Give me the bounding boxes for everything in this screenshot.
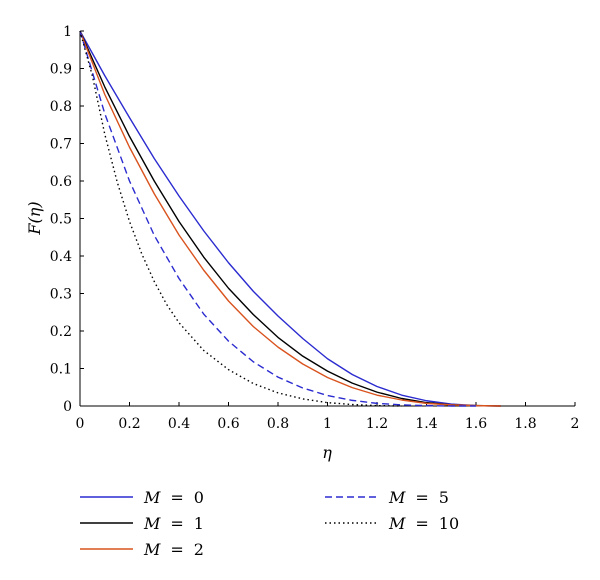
x-tick-label: 0 bbox=[76, 416, 85, 432]
plot-frame bbox=[79, 31, 575, 407]
legend-label-0: M = 0 bbox=[143, 488, 204, 507]
x-tick-label: 0.2 bbox=[118, 416, 140, 432]
x-tick-label: 1.2 bbox=[366, 416, 388, 432]
x-axis-ticks: 0 0.2 0.4 0.6 0.8 1 1.2 1.4 1.6 1.8 2 bbox=[76, 402, 580, 432]
series-line-4 bbox=[79, 30, 402, 407]
series-line-2 bbox=[79, 30, 501, 407]
legend-label-2: M = 2 bbox=[143, 540, 204, 559]
y-tick-label: 0.1 bbox=[50, 362, 72, 378]
y-tick-label: 0 bbox=[63, 399, 72, 415]
y-tick-label: 0.3 bbox=[50, 287, 72, 303]
x-axis-title: η bbox=[322, 443, 332, 462]
y-tick-label: 1 bbox=[63, 24, 72, 40]
x-tick-label: 2 bbox=[571, 416, 580, 432]
x-tick-label: 0.8 bbox=[267, 416, 289, 432]
x-tick-label: 0.4 bbox=[168, 416, 190, 432]
x-tick-label: 0.6 bbox=[217, 416, 239, 432]
y-tick-label: 0.4 bbox=[50, 249, 72, 265]
legend: M = 0 M = 1 M = 2 M = 5 M = 10 bbox=[80, 488, 459, 559]
x-tick-label: 1.4 bbox=[415, 416, 437, 432]
legend-label-4: M = 10 bbox=[388, 514, 459, 533]
x-tick-label: 1.8 bbox=[514, 416, 536, 432]
series-layer bbox=[79, 30, 501, 407]
y-tick-label: 0.8 bbox=[50, 99, 72, 115]
y-tick-label: 0.5 bbox=[50, 212, 72, 228]
y-tick-label: 0.9 bbox=[50, 62, 72, 78]
series-line-3 bbox=[79, 30, 476, 407]
y-tick-label: 0.2 bbox=[50, 324, 72, 340]
legend-label-1: M = 1 bbox=[143, 514, 204, 533]
y-axis-title: F(η) bbox=[25, 201, 44, 235]
y-tick-label: 0.6 bbox=[50, 174, 72, 190]
series-line-0 bbox=[79, 30, 501, 407]
y-axis-ticks: 0 0.1 0.2 0.3 0.4 0.5 0.6 0.7 0.8 0.9 1 bbox=[50, 24, 84, 415]
series-line-1 bbox=[79, 30, 501, 407]
legend-label-3: M = 5 bbox=[388, 488, 449, 507]
x-tick-label: 1.6 bbox=[465, 416, 487, 432]
y-tick-label: 0.7 bbox=[50, 137, 72, 153]
x-tick-label: 1 bbox=[323, 416, 332, 432]
